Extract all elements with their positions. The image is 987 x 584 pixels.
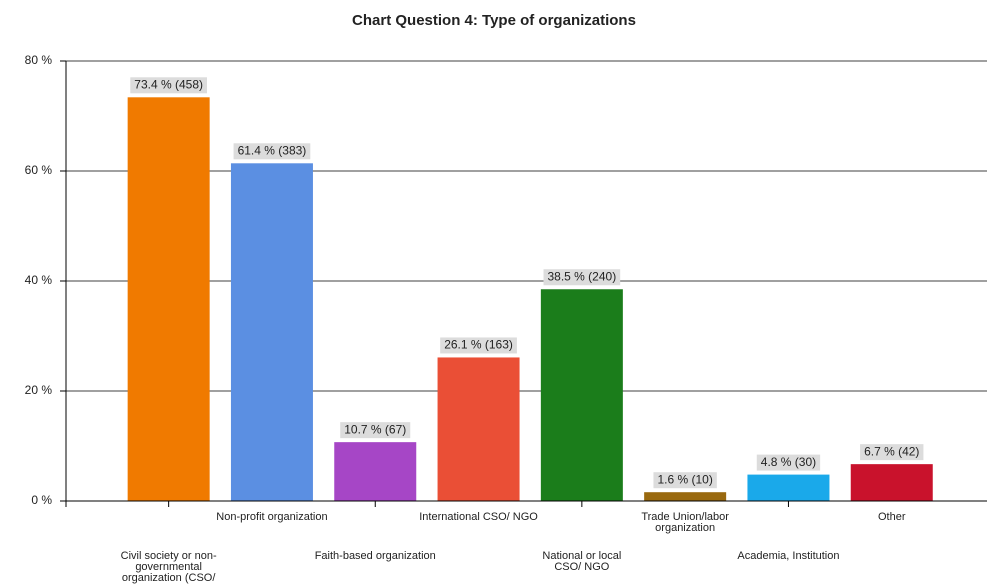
x-tick-label: Trade Union/labor organization (641, 511, 729, 534)
x-tick-label: Non-profit organization (216, 511, 328, 523)
data-label-text: 61.4 % (383) (238, 143, 307, 157)
y-tick-label: 60 % (25, 163, 53, 177)
data-label: 26.1 % (163) (440, 337, 517, 354)
data-label: 4.8 % (30) (756, 454, 821, 471)
y-tick-label: 20 % (25, 383, 53, 397)
bar (437, 357, 520, 501)
y-tick-label: 80 % (25, 53, 53, 67)
data-label-text: 26.1 % (163) (444, 338, 513, 352)
data-label-bg (340, 422, 411, 439)
bar (850, 464, 933, 501)
data-label-text: 1.6 % (10) (657, 472, 712, 486)
data-label-text: 73.4 % (458) (134, 77, 203, 91)
data-label-bg (233, 143, 311, 160)
y-tick-label: 0 % (31, 493, 52, 507)
data-label-text: 10.7 % (67) (344, 422, 406, 436)
data-label: 1.6 % (10) (653, 472, 717, 489)
chart-title: Chart Question 4: Type of organizations (352, 12, 636, 29)
x-tick-label: Faith-based organization (314, 550, 436, 562)
data-label: 73.4 % (458) (130, 77, 208, 94)
data-label-bg (860, 444, 924, 461)
x-tick-label: International CSO/ NGO (419, 511, 538, 523)
data-label-text: 38.5 % (240) (547, 269, 616, 283)
bar (334, 442, 417, 501)
data-label: 38.5 % (240) (543, 269, 621, 286)
data-label: 61.4 % (383) (233, 143, 311, 160)
x-tick-label: Academia, Institution (737, 550, 840, 562)
data-label-bg (756, 454, 821, 471)
bar (747, 474, 830, 501)
data-label-text: 6.7 % (42) (864, 444, 919, 458)
data-label: 6.7 % (42) (860, 444, 924, 461)
y-tick-label: 40 % (25, 273, 53, 287)
bar (127, 97, 210, 502)
x-tick-label: Civil society or non-governmental organi… (120, 550, 217, 584)
x-tick-label: Other (877, 511, 906, 523)
data-label-bg (440, 337, 517, 354)
data-label-bg (653, 472, 717, 489)
bar (540, 289, 623, 501)
data-label-bg (543, 269, 621, 286)
bar (230, 163, 313, 502)
x-tick-label: National or local CSO/ NGO (542, 550, 622, 573)
data-label-bg (130, 77, 208, 94)
data-label: 10.7 % (67) (340, 422, 411, 439)
data-label-text: 4.8 % (30) (761, 455, 816, 469)
bar (644, 492, 727, 501)
